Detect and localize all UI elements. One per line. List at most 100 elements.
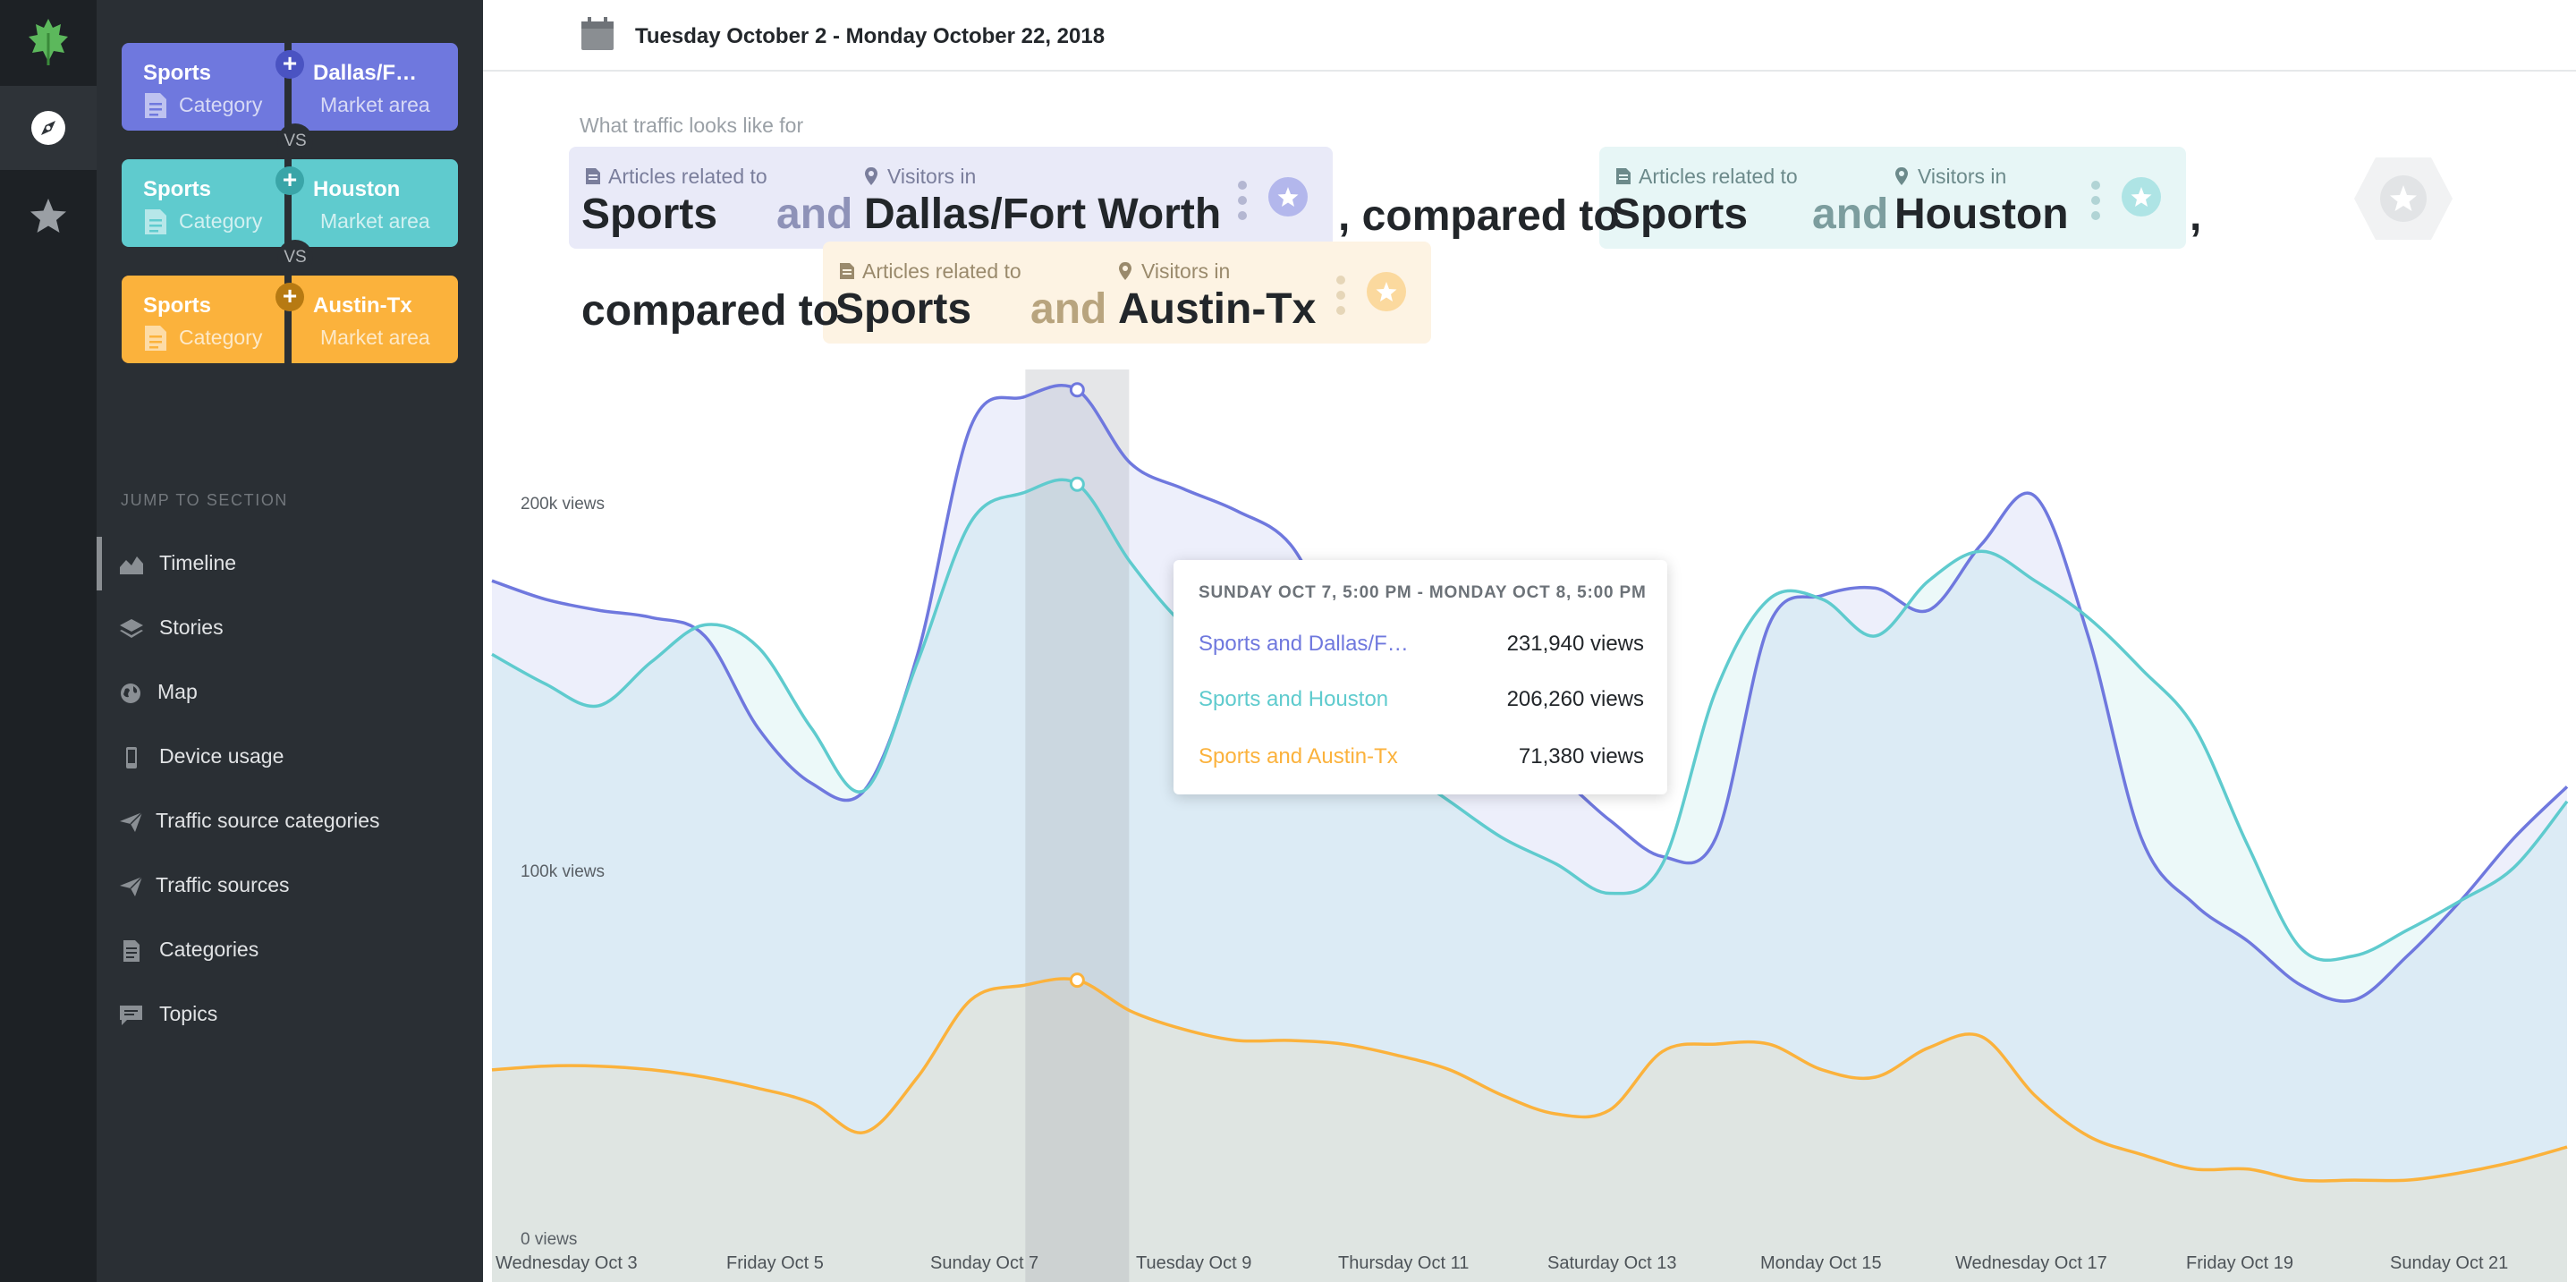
nav-item-timeline[interactable]: Timeline — [97, 537, 483, 590]
comparison-card[interactable]: Sports Category Dallas/F… Market area + — [122, 43, 458, 131]
tooltip-series-name: Sports and Houston — [1199, 687, 1389, 711]
x-tick-label: Friday Oct 19 — [2186, 1253, 2294, 1273]
series-area — [492, 385, 2567, 1282]
highlighted-point[interactable] — [1069, 476, 1085, 492]
layers-icon — [118, 617, 145, 641]
favorite-star-icon[interactable] — [2122, 177, 2161, 216]
x-tick-label: Wednesday Oct 17 — [1955, 1253, 2107, 1273]
nav-item-topics[interactable]: Topics — [97, 988, 483, 1041]
nav-item-stories[interactable]: Stories — [97, 601, 483, 655]
jump-to-section-heading: JUMP TO SECTION — [121, 491, 289, 509]
x-tick-label: Saturday Oct 13 — [1547, 1253, 1677, 1273]
market-area-filter[interactable]: Austin-Tx Market area — [292, 276, 458, 363]
market-area-type: Market area — [320, 93, 430, 116]
nav-item-label: Map — [157, 680, 198, 703]
series-line[interactable] — [491, 977, 2568, 1183]
add-favorite-icon[interactable] — [2354, 157, 2453, 244]
tooltip-row: Sports and Dallas/F… 231,940 views — [1199, 632, 1644, 658]
add-filter-button[interactable]: + — [275, 166, 304, 195]
chip-category: Sports — [1612, 191, 1749, 238]
nav-item-device-usage[interactable]: Device usage — [97, 730, 483, 784]
market-area-type: Market area — [320, 326, 430, 349]
query-chip[interactable]: Articles related to Visitors in Sports and D… — [569, 147, 1333, 249]
vs-separator: VS — [277, 123, 313, 159]
x-tick-label: Wednesday Oct 3 — [496, 1253, 638, 1273]
comparison-card[interactable]: Sports Category Austin-Tx Market area + — [122, 276, 458, 363]
tooltip-series-value: 206,260 views — [1506, 687, 1644, 711]
nav-item-label: Stories — [159, 616, 224, 639]
comma-text: , — [2190, 192, 2202, 240]
y-tick-label: 100k views — [521, 862, 605, 881]
series-line[interactable] — [491, 478, 2569, 962]
tooltip-series-value: 231,940 views — [1506, 632, 1644, 656]
articles-label: Articles related to — [585, 165, 767, 189]
category-name: Sports — [143, 293, 212, 318]
compass-icon[interactable] — [0, 86, 97, 170]
tooltip-range: SUNDAY OCT 7, 5:00 PM - MONDAY OCT 8, 5:… — [1199, 583, 1647, 602]
hover-highlight-band — [1025, 369, 1130, 1282]
nav-item-label: Timeline — [159, 551, 237, 574]
category-filter[interactable]: Sports Category — [122, 43, 284, 131]
leaf-logo-icon[interactable] — [0, 0, 97, 84]
visitors-label: Visitors in — [1894, 165, 2006, 189]
calendar-icon[interactable] — [580, 16, 615, 56]
favorite-star-icon[interactable] — [1367, 272, 1406, 311]
chip-category: Sports — [581, 191, 718, 238]
category-filter[interactable]: Sports Category — [122, 159, 284, 247]
chart-tooltip: SUNDAY OCT 7, 5:00 PM - MONDAY OCT 8, 5:… — [1174, 560, 1667, 794]
query-chip[interactable]: Articles related to Visitors in Sports and H… — [1599, 147, 2186, 249]
nav-item-label: Traffic sources — [156, 873, 290, 896]
paper-plane-icon — [118, 811, 145, 834]
area-chart-icon — [118, 553, 145, 576]
articles-label: Articles related to — [1615, 165, 1798, 189]
document-icon — [143, 208, 168, 241]
query-chip[interactable]: Articles related to Visitors in Sports and A… — [823, 242, 1431, 344]
nav-item-categories[interactable]: Categories — [97, 923, 483, 977]
nav-item-label: Device usage — [159, 744, 284, 768]
visitors-label: Visitors in — [864, 165, 976, 189]
highlighted-point[interactable] — [1069, 382, 1085, 398]
speech-bubble-icon — [118, 1004, 145, 1027]
highlighted-point[interactable] — [1069, 972, 1085, 989]
add-filter-button[interactable]: + — [275, 50, 304, 79]
chip-area: Houston — [1894, 191, 2069, 238]
favorite-star-icon[interactable] — [1268, 177, 1308, 216]
category-name: Sports — [143, 177, 212, 201]
add-filter-button[interactable]: + — [275, 283, 304, 311]
compared-to-text: compared to — [581, 287, 840, 335]
tooltip-row: Sports and Austin-Tx 71,380 views — [1199, 744, 1644, 771]
chip-area: Austin-Tx — [1118, 285, 1317, 333]
favorites-star-icon[interactable] — [0, 174, 97, 258]
series-area — [492, 480, 2567, 1282]
market-area-filter[interactable]: Dallas/F… Market area — [292, 43, 458, 131]
category-filter[interactable]: Sports Category — [122, 276, 284, 363]
articles-label: Articles related to — [839, 259, 1021, 284]
timeline-chart[interactable] — [483, 369, 2576, 1282]
nav-item-label: Traffic source categories — [156, 809, 380, 832]
series-area — [492, 978, 2567, 1282]
category-type: Category — [179, 209, 263, 233]
and-word: and — [776, 191, 853, 238]
market-area-name: Dallas/F… — [313, 61, 418, 85]
chip-area: Dallas/Fort Worth — [864, 191, 1222, 238]
market-area-type: Market area — [320, 209, 430, 233]
market-area-filter[interactable]: Houston Market area — [292, 159, 458, 247]
compared-to-text: , compared to — [1338, 192, 1620, 240]
nav-item-traffic-sources[interactable]: Traffic sources — [97, 859, 483, 913]
comparison-card[interactable]: Sports Category Houston Market area + — [122, 159, 458, 247]
more-options-icon[interactable] — [1336, 276, 1345, 321]
nav-item-map[interactable]: Map — [97, 666, 483, 719]
visitors-label: Visitors in — [1118, 259, 1230, 284]
more-options-icon[interactable] — [1238, 181, 1247, 226]
document-icon — [143, 91, 168, 124]
category-name: Sports — [143, 61, 212, 85]
x-tick-label: Tuesday Oct 9 — [1136, 1253, 1252, 1273]
date-range-picker[interactable]: Tuesday October 2 - Monday October 22, 2… — [635, 24, 1106, 48]
x-tick-label: Friday Oct 5 — [726, 1253, 824, 1273]
and-word: and — [1812, 191, 1889, 238]
nav-item-label: Categories — [159, 938, 259, 961]
nav-item-traffic-source-categories[interactable]: Traffic source categories — [97, 794, 483, 848]
more-options-icon[interactable] — [2091, 181, 2100, 226]
query-intro: What traffic looks like for — [580, 114, 804, 137]
x-tick-label: Sunday Oct 7 — [930, 1253, 1039, 1273]
